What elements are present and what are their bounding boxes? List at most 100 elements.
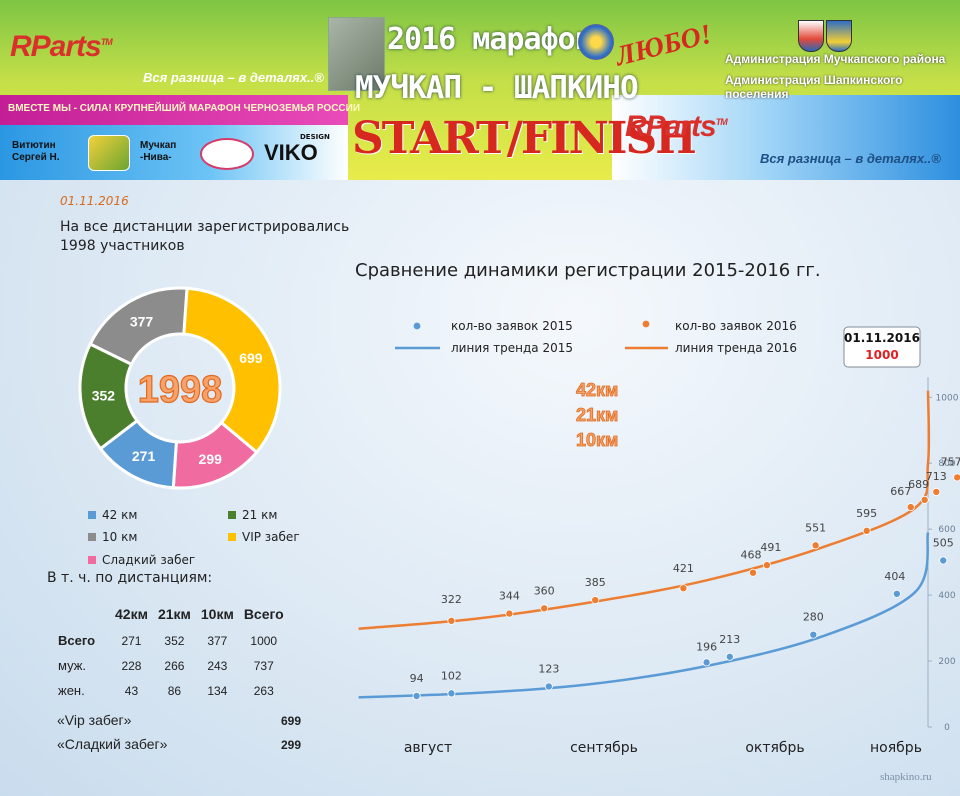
data-label: 102 [441,669,462,682]
data-point [505,609,514,618]
data-point [932,487,941,496]
row-label: жен. [58,683,85,698]
header-banner: RPartsTM Вся разница – в деталях..® ВМЕС… [0,0,960,180]
legend-item: VIP забег [228,530,300,544]
sponsor-muchkap-niva: Мучкап -Нива- [140,140,177,163]
table-header-cell [50,600,110,628]
donut-slice [88,286,189,367]
cell: 228 [121,658,142,673]
data-point [906,503,915,512]
data-label: 404 [884,570,905,583]
table-header-cell: 42км [115,606,148,622]
sponsor-logo-semyan [88,135,130,171]
data-point [725,652,734,661]
row-label: Всего [58,633,96,648]
registration-summary: На все дистанции зарегистрировались 1998… [60,218,360,256]
cell: 134 [207,683,228,698]
data-point [447,689,456,698]
legend-swatch [88,533,96,541]
data-label: 360 [534,584,555,597]
data-label: 667 [890,485,911,498]
data-label: 505 [933,537,954,550]
legend-item: Сладкий забег [88,553,195,567]
cell: 263 [253,683,274,698]
y-tick-label: 1000 [936,393,959,403]
table-header-row: 42км 21км 10км Всего [50,600,289,628]
cell: 352 [164,633,185,648]
cell: 1000 [250,633,278,648]
data-point [953,473,960,482]
runner-photo [328,17,385,91]
data-label: 491 [760,541,781,554]
x-tick-label: ноябрь [870,740,922,756]
legend-label: 42 км [102,508,138,522]
data-label: 280 [803,611,824,624]
data-point [939,556,948,565]
data-label: 595 [856,507,877,520]
sponsor-logo-emblem [200,138,254,170]
y-tick-label: 400 [938,591,955,601]
cell: 377 [207,633,228,648]
sponsor-band [0,125,348,180]
data-label: 468 [741,549,762,562]
legend-swatch [88,556,96,564]
y-tick-label: 0 [944,723,950,733]
cell: 86 [167,683,182,698]
data-label: 421 [673,562,694,575]
data-label: 213 [719,633,740,646]
table-row: жен. 43 86 134 263 [50,678,289,703]
data-point [412,692,421,701]
callout-date: 01.11.2016 [844,331,920,345]
legend-marker-2015 [413,322,421,330]
table-row: муж. 228 266 243 737 [50,653,289,678]
table-row: Всего 271 352 377 1000 [50,628,289,653]
donut-slice-label: 699 [239,350,263,366]
distance-table: 42км 21км 10км Всего Всего 271 352 377 1… [50,600,289,703]
legend-label: VIP забег [242,530,300,544]
donut-slice [182,286,282,455]
cell: 737 [253,658,274,673]
brand-band-right [612,95,960,180]
chart-title: Сравнение динамики регистрации 2015-2016… [355,260,821,281]
data-point [591,596,600,605]
callout-box [843,326,921,368]
data-point [702,658,711,667]
cell: 43 [124,683,139,698]
sweet-value: 299 [281,738,302,752]
legend-label: 21 км [242,508,278,522]
data-label: 689 [908,478,929,491]
row-label: муж. [58,658,87,673]
sponsor-viko-design: DESIGN [300,133,330,141]
donut-slice-label: 271 [132,448,156,464]
data-label: 196 [696,640,717,653]
data-point [447,616,456,625]
table-header-cell: Всего [243,606,284,622]
legend-swatch [228,533,236,541]
data-label: 322 [441,593,462,606]
data-point [679,584,688,593]
sponsor-viko: VIKO [264,140,318,165]
data-point [540,604,549,613]
shapkino-coat-of-arms-icon [826,20,852,52]
legend-item: 21 км [228,508,277,522]
cell: 266 [164,658,185,673]
data-point [811,541,820,550]
table-header-cell: 10км [200,606,234,622]
data-label: 551 [805,521,826,534]
tagline-band [0,95,348,125]
x-tick-label: сентябрь [570,740,638,756]
data-point [749,568,758,577]
brand-logo-right: RPartsTM [625,110,728,143]
callout-value: 1000 [865,348,898,362]
trend-line [358,390,931,630]
donut-slice-label: 299 [199,451,223,467]
brand-slogan-left: Вся разница – в деталях..® [143,70,324,85]
legend-swatch [228,511,236,519]
legend-swatch [88,511,96,519]
banner-start-finish: START/FINISH [352,113,697,164]
banner-title-route: МУЧКАП - ШАПКИНО [355,70,639,106]
y-tick-label: 600 [938,525,955,535]
x-tick-label: август [404,740,452,756]
legend-trend-label-2016: линия тренда 2016 [675,341,797,355]
legend-label: Сладкий забег [102,553,196,567]
